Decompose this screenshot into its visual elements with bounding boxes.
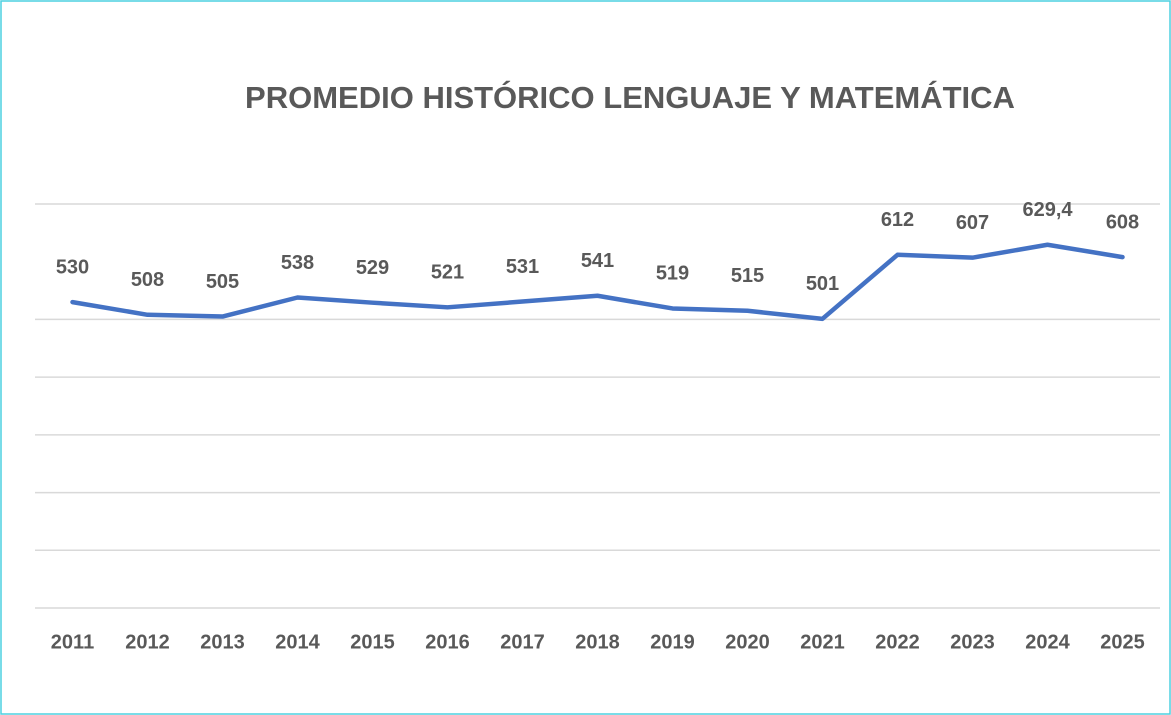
data-label: 538 [281,252,314,274]
data-label: 629,4 [1022,199,1073,221]
data-label: 608 [1106,211,1139,233]
data-label: 530 [56,256,89,278]
data-line [70,242,1125,322]
x-tick-label: 2012 [125,631,170,653]
x-tick-label: 2018 [575,631,620,653]
x-tick-label: 2019 [650,631,695,653]
data-label: 607 [956,212,989,234]
chart-title: PROMEDIO HISTÓRICO LENGUAJE Y MATEMÁTICA [245,79,1015,115]
data-label: 531 [506,256,539,278]
data-label: 519 [656,263,689,285]
x-tick-label: 2015 [350,631,395,653]
data-label: 521 [431,262,464,284]
data-label: 612 [881,209,914,231]
data-label: 505 [206,271,239,293]
x-tick-label: 2016 [425,631,470,653]
data-label: 515 [731,265,764,287]
x-tick-label: 2020 [725,631,770,653]
data-label: 508 [131,269,164,291]
x-tick-label: 2014 [275,631,320,653]
data-label: 541 [581,250,614,272]
x-tick-label: 2024 [1025,631,1070,653]
x-tick-label: 2021 [800,631,845,653]
x-tick-label: 2011 [51,631,94,653]
data-label: 501 [806,273,839,295]
x-tick-label: 2017 [500,631,545,653]
x-tick-label: 2013 [200,631,245,653]
x-tick-label: 2022 [875,631,920,653]
x-tick-label: 2025 [1100,631,1145,653]
data-label: 529 [356,257,389,279]
x-tick-label: 2023 [950,631,995,653]
